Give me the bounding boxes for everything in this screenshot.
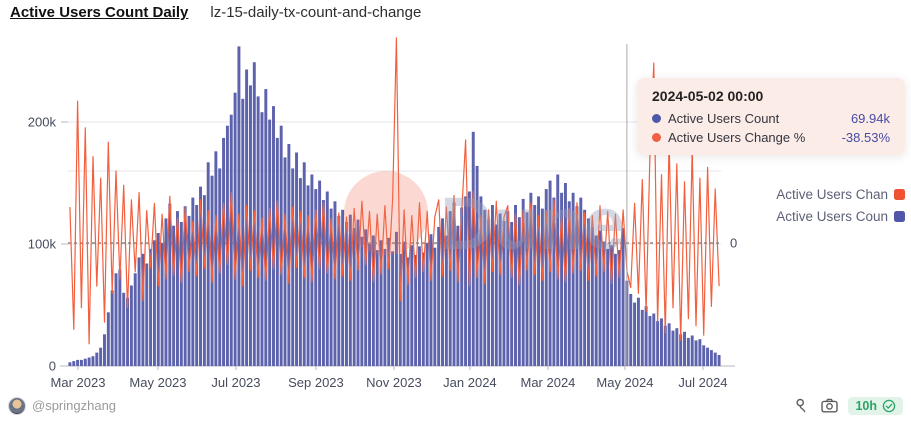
svg-text:Jul 2023: Jul 2023 bbox=[211, 375, 260, 390]
svg-text:Mar 2023: Mar 2023 bbox=[51, 375, 106, 390]
svg-text:0: 0 bbox=[730, 236, 737, 251]
query-slug: lz-15-daily-tx-count-and-change bbox=[210, 4, 422, 21]
svg-text:May 2024: May 2024 bbox=[596, 375, 653, 390]
tooltip-change-value: -38.53% bbox=[841, 130, 890, 145]
legend-count-label: Active Users Coun bbox=[776, 208, 888, 224]
svg-text:Nov 2023: Nov 2023 bbox=[366, 375, 422, 390]
tooltip-count-label: Active Users Count bbox=[668, 111, 780, 126]
legend-item-change[interactable]: Active Users Chan bbox=[776, 183, 905, 205]
legend-change-label: Active Users Chan bbox=[776, 186, 888, 202]
svg-text:200k: 200k bbox=[28, 115, 57, 130]
last-updated-time: 10h bbox=[855, 398, 877, 413]
camera-icon[interactable] bbox=[820, 397, 838, 415]
tooltip-change-label: Active Users Change % bbox=[668, 130, 806, 145]
svg-text:Jul 2024: Jul 2024 bbox=[678, 375, 727, 390]
svg-text:Mar 2024: Mar 2024 bbox=[520, 375, 575, 390]
tooltip-row-change: Active Users Change % -38.53% bbox=[652, 130, 890, 145]
svg-text:Sep 2023: Sep 2023 bbox=[288, 375, 344, 390]
svg-text:Jan 2024: Jan 2024 bbox=[443, 375, 497, 390]
check-circle-icon bbox=[882, 399, 896, 413]
count-dot-icon bbox=[652, 114, 661, 123]
tooltip-count-value: 69.94k bbox=[850, 111, 890, 126]
fork-icon[interactable] bbox=[792, 397, 810, 415]
change-dot-icon bbox=[652, 133, 661, 142]
avatar[interactable] bbox=[8, 396, 26, 415]
legend-change-swatch-icon bbox=[894, 188, 905, 200]
author-handle-link[interactable]: @springzhang bbox=[32, 398, 117, 413]
chart-legend: Active Users Chan Active Users Coun bbox=[776, 183, 905, 227]
tooltip-date: 2024-05-02 00:00 bbox=[652, 88, 764, 104]
svg-text:0: 0 bbox=[49, 359, 56, 374]
tooltip-row-count: Active Users Count 69.94k bbox=[652, 111, 890, 126]
last-updated-badge[interactable]: 10h bbox=[848, 396, 903, 415]
legend-item-count[interactable]: Active Users Coun bbox=[776, 205, 905, 227]
svg-text:May 2023: May 2023 bbox=[129, 375, 186, 390]
header: Active Users Count Daily lz-15-daily-tx-… bbox=[10, 4, 421, 26]
legend-count-swatch-icon bbox=[894, 210, 905, 222]
footer-bar: @springzhang 10h bbox=[0, 393, 911, 422]
chart-tooltip: 2024-05-02 00:00 Active Users Count 69.9… bbox=[637, 78, 905, 155]
svg-text:100k: 100k bbox=[28, 237, 57, 252]
query-title-link[interactable]: Active Users Count Daily bbox=[10, 4, 189, 21]
dune-watermark: Dune bbox=[440, 182, 625, 265]
